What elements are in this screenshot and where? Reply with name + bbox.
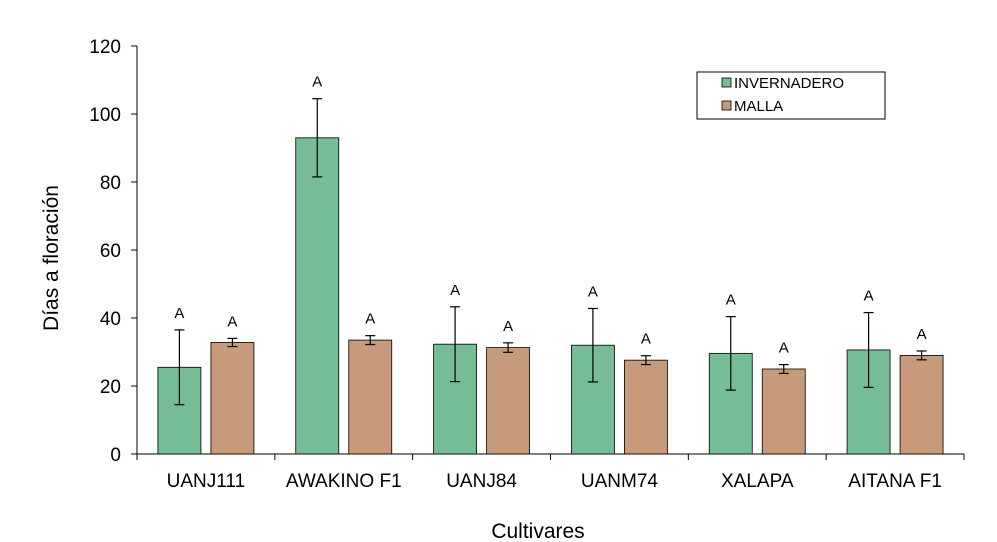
bars	[157, 98, 944, 455]
y-tick-label: 0	[110, 445, 121, 466]
legend-label-malla: MALLA	[734, 98, 783, 115]
significance-label: A	[779, 340, 789, 357]
significance-label: A	[917, 326, 927, 343]
y-tick-label: 40	[100, 309, 121, 330]
bar-malla	[486, 347, 530, 455]
significance-label: A	[588, 283, 598, 300]
significance-label: A	[641, 331, 651, 348]
bar-invernadero	[295, 137, 340, 455]
x-tick-label: AITANA F1	[848, 471, 942, 492]
legend-label-invernadero: INVERNADERO	[734, 75, 844, 92]
y-tick-label: 20	[100, 377, 121, 398]
y-axis-title: Días a floración	[40, 185, 63, 331]
bar-malla	[624, 359, 668, 455]
x-axis-title: Cultivares	[491, 520, 584, 542]
bar-malla	[210, 342, 255, 455]
y-axis: 0 20 40 60 80 100 120	[89, 37, 138, 466]
significance-label: A	[174, 305, 184, 322]
x-tick-label: UANJ111	[167, 471, 246, 492]
significance-label: A	[365, 311, 375, 328]
significance-label: A	[864, 288, 874, 305]
x-tick-label: AWAKINO F1	[286, 471, 402, 492]
significance-label: A	[726, 292, 736, 309]
legend-swatch-invernadero	[721, 77, 732, 88]
bar-malla	[899, 354, 944, 455]
x-tick-label: XALAPA	[721, 471, 794, 492]
x-tick-label: UANJ84	[446, 471, 517, 492]
x-axis: UANJ111 AWAKINO F1 UANJ84 UANM74 XALAPA AITAN…	[136, 453, 965, 492]
legend-swatch-malla	[721, 100, 732, 111]
significance-label: A	[227, 313, 237, 330]
significance-label: A	[503, 318, 513, 335]
y-tick-label: 60	[100, 241, 121, 262]
bar-malla	[761, 368, 806, 455]
bar-malla	[348, 339, 393, 455]
y-tick-label: 120	[89, 37, 121, 58]
significance-labels: A A A A A A A A A A A A	[174, 74, 926, 357]
significance-label: A	[450, 282, 460, 299]
legend: INVERNADERO MALLA	[696, 71, 886, 120]
x-tick-label: UANM74	[581, 471, 659, 492]
y-tick-label: 80	[100, 173, 121, 194]
significance-label: A	[312, 74, 322, 91]
y-tick-label: 100	[89, 105, 121, 126]
bar-invernadero	[157, 366, 202, 455]
